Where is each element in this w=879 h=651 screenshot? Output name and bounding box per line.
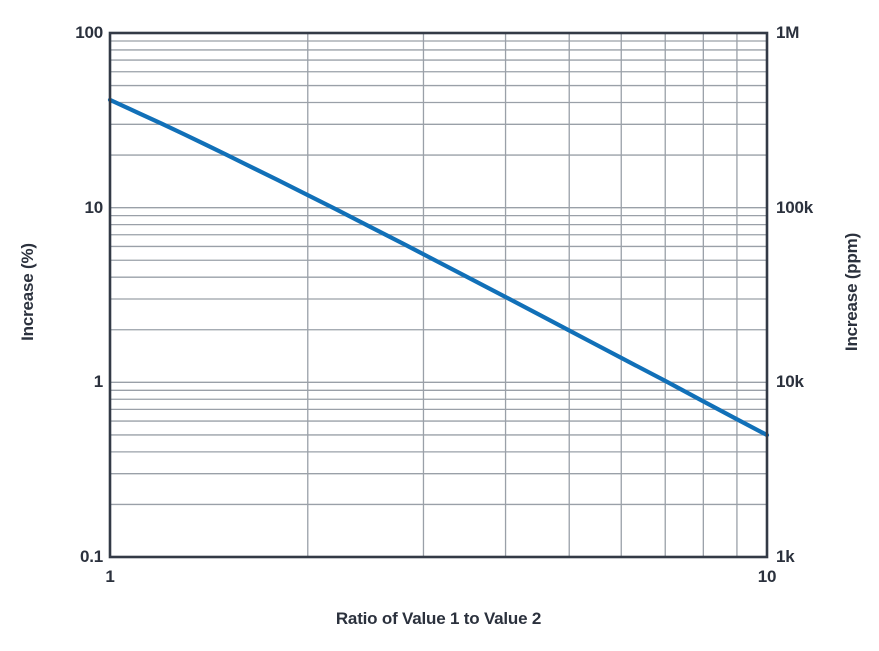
y-tick-left-3: 0.1 [79,547,103,566]
y-tick-right-3: 1k [776,547,795,566]
y-tick-left-1: 10 [84,197,103,217]
x-tick-0: 1 [105,567,115,586]
x-axis-title: Ratio of Value 1 to Value 2 [335,609,542,628]
y-tick-right-0: 1M [776,23,800,42]
series-line [107,97,770,438]
y-tick-right-2: 10k [776,372,804,392]
plot-border [108,31,769,559]
x-tick-1: 10 [757,567,777,586]
y-tick-right-1: 100k [776,197,814,217]
gridlines [110,33,767,557]
y-tick-left-2: 1 [93,372,103,392]
y-axis-title-left: Increase (%) [18,243,37,341]
y-tick-left-0: 100 [75,23,103,42]
